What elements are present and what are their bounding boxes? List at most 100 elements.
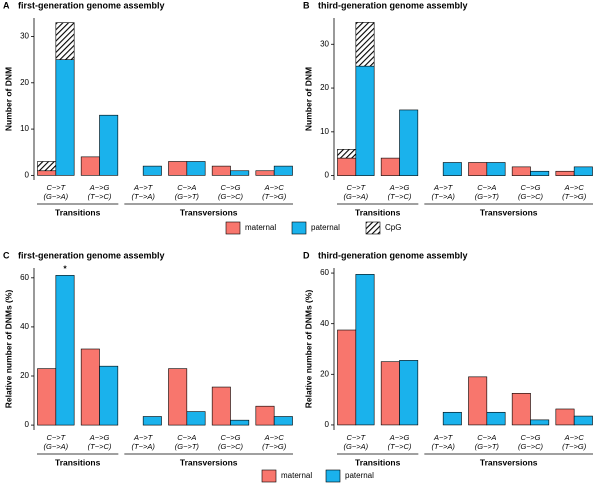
y-tick-label: 20 (20, 78, 29, 87)
legend-swatch (365, 221, 381, 235)
x-tick-label: C−>G (220, 433, 240, 442)
y-tick-label: 10 (20, 124, 29, 133)
y-tick-label: 0 (25, 420, 30, 429)
bar (80, 156, 100, 176)
x-tick-label: C−>T (346, 433, 366, 442)
group-label: Transitions (355, 457, 401, 467)
x-tick-label: A−>T (133, 433, 154, 442)
x-tick-label: C−>A (477, 433, 496, 442)
panel-letter: D (303, 250, 310, 260)
x-tick-label: A−>T (433, 433, 454, 442)
group-label: Transitions (355, 207, 401, 217)
x-tick-label: C−>A (477, 183, 496, 192)
bar (399, 109, 419, 176)
bar (573, 166, 593, 176)
y-tick-label: 20 (20, 371, 29, 380)
x-tick-sublabel: (G−>C) (518, 442, 544, 451)
bar (80, 348, 100, 426)
bar (142, 416, 162, 426)
bar (99, 365, 119, 426)
x-tick-sublabel: (G−>T) (175, 192, 200, 201)
y-tick-label: 60 (320, 268, 329, 277)
y-tick-label: 40 (320, 319, 329, 328)
x-tick-sublabel: (T−>A) (131, 442, 155, 451)
chart-title: first-generation genome assembly (18, 250, 165, 260)
group-label: Transversions (180, 207, 238, 217)
bar (486, 411, 506, 426)
x-tick-sublabel: (G−>T) (475, 442, 500, 451)
bar (555, 408, 575, 426)
annotation: * (63, 264, 67, 274)
bar (530, 170, 550, 176)
bar (211, 386, 231, 426)
bar (337, 329, 357, 426)
x-tick-sublabel: (G−>C) (218, 442, 244, 451)
x-tick-sublabel: (G−>C) (518, 192, 544, 201)
bar (168, 161, 188, 176)
x-tick-label: C−>G (520, 433, 540, 442)
y-tick-label: 30 (20, 32, 29, 41)
x-tick-sublabel: (T−>G) (562, 442, 587, 451)
y-tick-label: 60 (20, 273, 29, 282)
y-axis-label: Number of DNM (303, 67, 313, 131)
y-tick-label: 0 (325, 420, 330, 429)
bar (186, 411, 206, 426)
cpg-segment (337, 149, 357, 159)
x-tick-sublabel: (T−>G) (262, 442, 287, 451)
y-tick-label: 0 (325, 171, 330, 180)
legend-label: paternal (311, 223, 340, 232)
x-tick-sublabel: (T−>C) (388, 442, 412, 451)
bar (511, 166, 531, 176)
legend-swatch (325, 469, 341, 483)
bar (255, 405, 275, 426)
x-tick-label: A−>T (433, 183, 454, 192)
bar (37, 368, 57, 426)
bar (273, 165, 293, 176)
x-tick-sublabel: (T−>G) (562, 192, 587, 201)
bar (380, 157, 400, 176)
legend-label: CpG (385, 223, 401, 232)
y-tick-label: 40 (20, 322, 29, 331)
x-tick-sublabel: (G−>A) (44, 442, 69, 451)
x-tick-sublabel: (T−>A) (431, 192, 455, 201)
panel-letter: C (3, 250, 10, 260)
x-tick-sublabel: (G−>T) (175, 442, 200, 451)
bar (99, 114, 119, 176)
y-tick-label: 20 (320, 83, 329, 92)
group-label: Transversions (180, 457, 238, 467)
bar (442, 411, 462, 426)
bar (186, 161, 206, 176)
bar (573, 415, 593, 426)
x-tick-sublabel: (G−>C) (218, 192, 244, 201)
x-tick-sublabel: (T−>A) (431, 442, 455, 451)
bar (255, 170, 275, 176)
bar (442, 162, 462, 176)
x-tick-sublabel: (G−>A) (344, 192, 369, 201)
x-tick-label: C−>T (46, 433, 66, 442)
bar (142, 165, 162, 176)
x-tick-label: A−>G (89, 183, 110, 192)
x-tick-label: C−>T (46, 183, 66, 192)
x-tick-label: A−>C (264, 433, 285, 442)
legend-swatch (261, 469, 277, 483)
group-label: Transversions (480, 207, 538, 217)
bar (355, 274, 375, 426)
x-tick-label: C−>G (220, 183, 240, 192)
y-axis-label: Number of DNM (3, 67, 13, 131)
bar (486, 162, 506, 176)
x-tick-sublabel: (T−>A) (131, 192, 155, 201)
x-tick-label: C−>A (177, 433, 196, 442)
bar (530, 419, 550, 426)
bar (468, 162, 488, 176)
bar (355, 65, 375, 176)
bar (37, 170, 57, 176)
y-tick-label: 10 (320, 127, 329, 136)
group-label: Transitions (55, 207, 101, 217)
y-axis-label: Relative number of DNMs (%) (3, 290, 13, 409)
y-axis-label: Relative number of DNMs (%) (303, 290, 313, 409)
group-label: Transversions (480, 457, 538, 467)
bar (511, 392, 531, 426)
legend-label: maternal (245, 223, 276, 232)
